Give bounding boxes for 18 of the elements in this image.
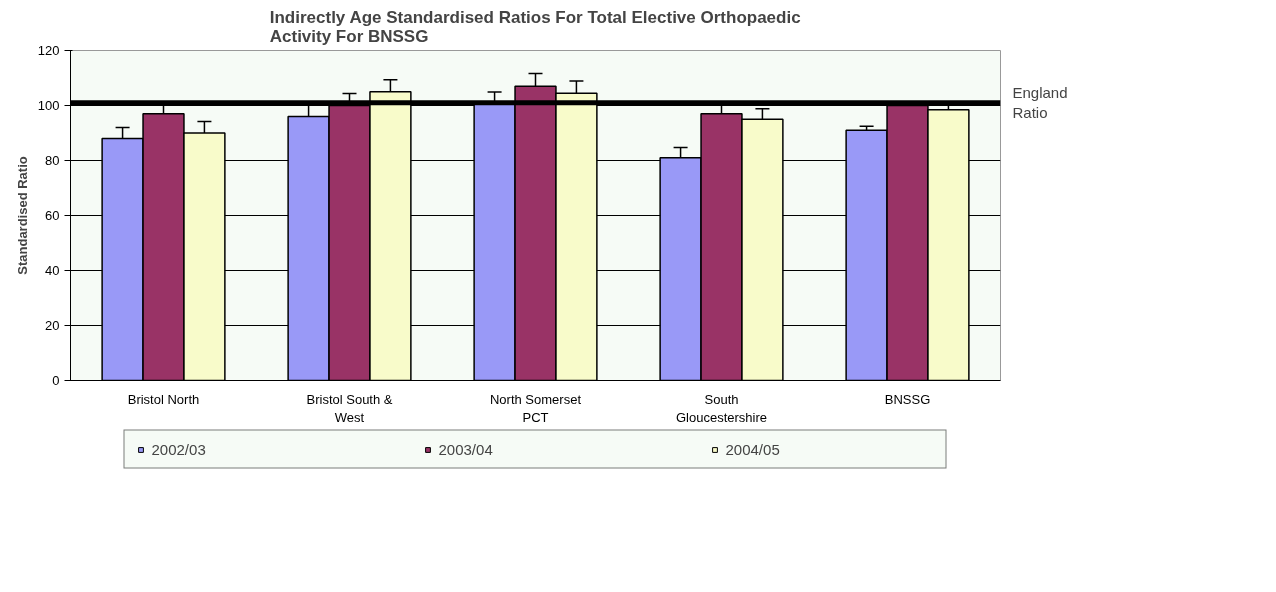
x-tick-label: Bristol South & West (306, 391, 393, 425)
legend-label: 2003/04 (438, 440, 494, 458)
y-axis-title: Standardised Ratio (14, 156, 30, 275)
x-tick-label: Bristol North (127, 391, 200, 407)
legend-label: 2002/03 (151, 440, 207, 458)
y-tick-label: 100 (37, 98, 60, 113)
y-tick-label: 0 (52, 373, 60, 388)
y-tick-label: 80 (45, 153, 60, 168)
x-tick-label: South Gloucestershire (675, 391, 768, 425)
y-tick-label: 40 (45, 263, 60, 278)
y-tick-label: 120 (37, 43, 60, 58)
y-tick-label: 20 (45, 318, 60, 333)
x-tick-label: BNSSG (884, 391, 931, 407)
chart-title: Indirectly Age Standardised Ratios For Total Elective Orthopaedic Activity For BNSSG (269, 7, 801, 46)
y-tick-label: 60 (45, 208, 60, 223)
legend-label: 2004/05 (725, 440, 781, 458)
ref-line-label: England Ratio (1012, 84, 1068, 122)
x-tick-label: North Somerset PCT (489, 391, 582, 425)
